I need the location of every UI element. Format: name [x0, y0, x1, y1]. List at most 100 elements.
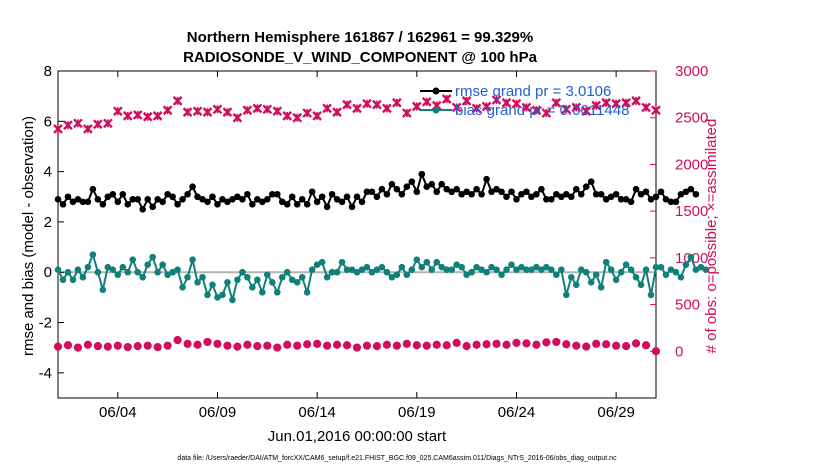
assimilated-point — [581, 106, 592, 117]
rmse-point — [398, 190, 406, 198]
rmse-point — [333, 195, 341, 203]
rmse-point — [563, 190, 570, 198]
assimilated-point — [372, 99, 382, 110]
possible-point — [103, 342, 112, 351]
y-right-tick-label: 0 — [675, 343, 683, 360]
rmse-point — [403, 183, 411, 191]
bias-point — [403, 271, 411, 279]
chart-title-line2: RADIOSONDE_V_WIND_COMPONENT @ 100 hPa — [183, 49, 538, 66]
rmse-point — [224, 198, 231, 206]
y-left-tick-label: 6 — [44, 113, 52, 130]
rmse-point — [503, 193, 510, 201]
rmse-point — [323, 203, 331, 211]
rmse-point — [428, 180, 436, 188]
bias-point — [657, 263, 665, 271]
rmse-point — [622, 195, 630, 203]
bias-point — [433, 258, 441, 266]
bias-point — [393, 271, 401, 279]
assimilated-point — [252, 103, 263, 114]
possible-point — [73, 343, 83, 352]
bias-point — [388, 273, 396, 281]
rmse-point — [109, 190, 117, 198]
bias-point — [597, 284, 605, 291]
rmse-point — [303, 201, 311, 208]
possible-point — [572, 341, 581, 350]
possible-point — [113, 341, 122, 350]
y-left-tick-label: 4 — [44, 164, 52, 181]
rmse-point — [448, 188, 455, 196]
rmse-point — [682, 188, 690, 196]
possible-point — [213, 339, 222, 348]
possible-point — [392, 341, 401, 350]
assimilated-point — [102, 118, 113, 129]
bias-point — [682, 261, 690, 268]
rmse-point — [523, 188, 530, 196]
bias-point — [468, 268, 475, 276]
rmse-point — [667, 198, 675, 206]
assimilated-point — [302, 108, 313, 118]
rmse-point — [687, 185, 695, 193]
bias-point — [617, 268, 625, 276]
bias-point — [194, 278, 201, 286]
bias-point — [273, 289, 281, 296]
bias-point — [483, 268, 490, 276]
rmse-point — [124, 201, 132, 208]
assimilated-point — [202, 107, 213, 117]
possible-point — [402, 339, 411, 348]
bias-point — [74, 266, 82, 274]
rmse-point — [318, 193, 326, 201]
assimilated-point — [382, 103, 392, 114]
rmse-point — [617, 195, 625, 203]
legend-rmse-marker — [432, 87, 440, 95]
possible-point — [512, 338, 521, 347]
bias-point — [378, 263, 386, 271]
assimilated-point — [471, 103, 482, 114]
possible-point — [293, 341, 302, 350]
rmse-point — [553, 190, 560, 198]
y-right-tick-label: 2500 — [675, 110, 708, 127]
rmse-point — [114, 198, 122, 206]
assimilated-point — [511, 98, 522, 109]
x-tick-label: 06/04 — [99, 404, 137, 421]
rmse-point — [234, 193, 241, 201]
bias-point — [493, 266, 500, 274]
possible-point — [263, 341, 272, 350]
bias-point — [637, 281, 645, 289]
x-tick-label: 06/19 — [398, 404, 436, 421]
bias-point — [283, 268, 291, 276]
rmse-point — [433, 188, 441, 196]
assimilated-point — [73, 118, 83, 129]
rmse-point — [69, 198, 77, 206]
y-axis-left-label: rmse and bias (model - observation) — [20, 116, 37, 356]
bias-point — [214, 294, 221, 301]
bias-point — [687, 253, 695, 261]
rmse-point — [373, 193, 381, 201]
bias-point — [428, 266, 436, 274]
assimilated-point — [242, 105, 253, 116]
bias-point — [313, 261, 321, 268]
assimilated-point — [53, 124, 63, 134]
possible-point — [123, 342, 132, 352]
y-left-tick-label: 8 — [44, 63, 52, 80]
assimilated-point — [641, 102, 651, 113]
rmse-point — [488, 188, 495, 196]
rmse-point — [383, 190, 391, 198]
bias-point — [478, 266, 485, 274]
possible-point — [382, 340, 391, 349]
bias-point — [582, 268, 590, 276]
legend: rmse grand pr = 3.0106 bias grand pr = 0… — [420, 83, 629, 119]
bias-point — [453, 261, 460, 268]
possible-point — [502, 340, 511, 349]
rmse-point — [283, 201, 291, 208]
bias-point — [189, 256, 196, 263]
bias-point — [333, 268, 341, 276]
assimilated-point — [611, 98, 621, 109]
bias-point — [259, 289, 266, 296]
possible-point — [452, 338, 461, 347]
rmse-point — [677, 190, 685, 198]
y-left-tick-label: -2 — [39, 315, 52, 332]
assimilated-point — [411, 101, 422, 112]
bias-point — [577, 266, 585, 274]
bias-point — [169, 268, 176, 276]
